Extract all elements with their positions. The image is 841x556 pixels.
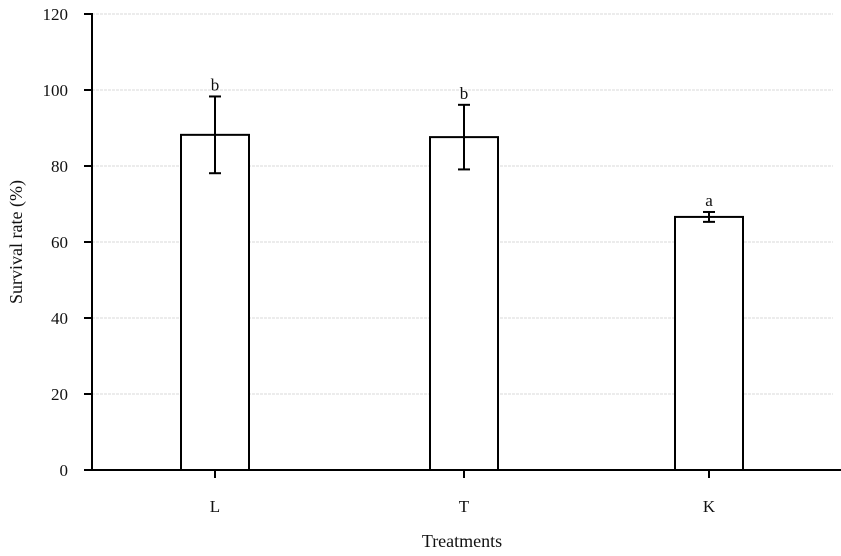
y-tick-label: 120 [43, 5, 69, 24]
y-tick-label: 80 [51, 157, 68, 176]
y-tick-label: 20 [51, 385, 68, 404]
significance-label: b [460, 84, 469, 103]
bar [180, 133, 250, 471]
bar-group-T: b [429, 84, 499, 471]
y-tick-label: 100 [43, 81, 69, 100]
significance-label: b [211, 75, 220, 94]
y-tick-label: 40 [51, 309, 68, 328]
y-axis-ticks: 0 20 40 60 80 100 120 [43, 5, 92, 480]
y-tick-label: 60 [51, 233, 68, 252]
x-tick-label: T [459, 497, 470, 516]
y-tick-label: 0 [60, 461, 69, 480]
bar-group-K: a [674, 191, 744, 471]
x-axis-title: Treatments [422, 531, 502, 551]
x-tick-label: K [703, 497, 716, 516]
bar-group-L: b [180, 75, 250, 471]
significance-label: a [705, 191, 713, 210]
bars: b b a [180, 75, 744, 471]
x-tick-label: L [210, 497, 220, 516]
bar [674, 215, 744, 471]
bar [429, 136, 499, 471]
y-axis-title: Survival rate (%) [6, 180, 27, 304]
